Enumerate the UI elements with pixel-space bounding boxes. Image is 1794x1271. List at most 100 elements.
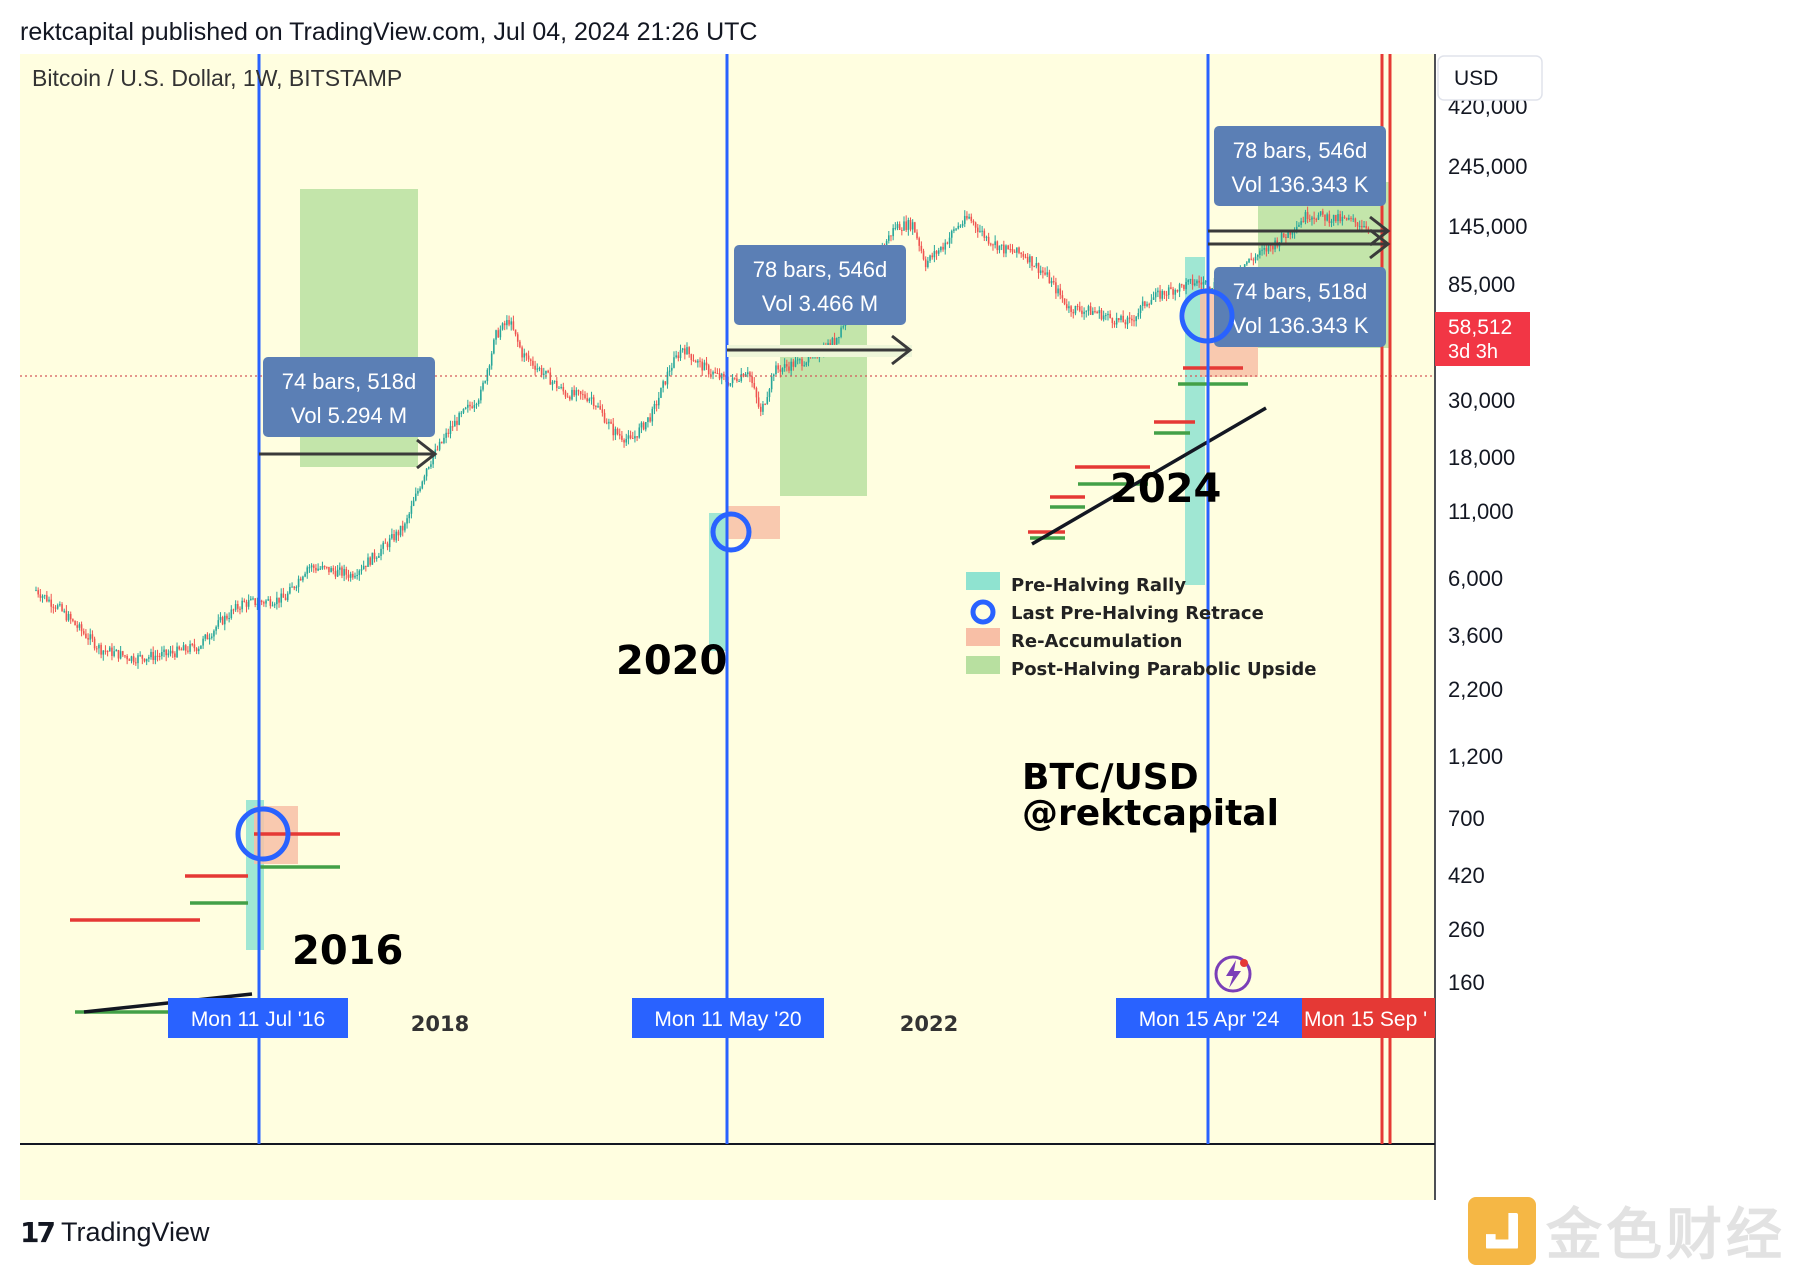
candle xyxy=(688,346,690,358)
candle xyxy=(1141,296,1144,311)
candle xyxy=(1016,247,1018,258)
candle-body xyxy=(1055,282,1057,294)
legend-label: Pre-Halving Rally xyxy=(1011,575,1186,596)
candle-body xyxy=(302,576,304,581)
candle-body xyxy=(334,570,337,577)
candle xyxy=(1107,310,1109,321)
projection-date: Mon 15 Sep ' xyxy=(1302,998,1435,1038)
candle-body xyxy=(54,607,57,609)
candle xyxy=(419,486,421,493)
candle-body xyxy=(284,597,287,601)
candle-body xyxy=(219,617,222,621)
tradingview-icon: 17 xyxy=(20,1216,56,1249)
candle xyxy=(369,556,371,567)
candle xyxy=(940,246,942,253)
candle-body xyxy=(156,655,159,657)
candle-body xyxy=(158,655,161,657)
candle xyxy=(269,596,272,609)
annotation-pair: BTC/USD xyxy=(1022,757,1199,798)
candle-body xyxy=(523,353,526,358)
candle xyxy=(547,369,549,374)
candle xyxy=(391,528,393,540)
candle xyxy=(740,367,743,383)
candle-body xyxy=(397,531,400,536)
candle-body xyxy=(345,569,348,575)
candle-body xyxy=(671,367,673,371)
candle xyxy=(189,640,191,655)
candle xyxy=(1161,289,1164,301)
candle xyxy=(777,363,779,374)
candle-body xyxy=(145,658,148,662)
candle xyxy=(755,386,758,404)
candle xyxy=(1109,310,1111,319)
candle-body xyxy=(542,373,545,375)
tradingview-logo[interactable]: 17 TradingView xyxy=(20,1216,210,1249)
text-layer: Bitcoin / U.S. Dollar, 1W, BITSTAMP 2016 2… xyxy=(32,65,1316,993)
candle xyxy=(254,598,256,608)
candle-body xyxy=(486,369,489,382)
candle-body xyxy=(651,408,654,422)
candle-body xyxy=(759,406,762,412)
candle xyxy=(458,411,460,426)
candle-body xyxy=(703,362,706,371)
candle-body xyxy=(1180,284,1183,286)
candle xyxy=(417,488,419,496)
candle xyxy=(556,377,558,392)
candle xyxy=(1094,306,1096,314)
candle-body xyxy=(573,389,575,396)
btc-chart[interactable]: 74 bars, 518d Vol 5.294 M 78 bars, 546d Vol… xyxy=(20,54,1778,1200)
candle xyxy=(911,219,914,235)
last-price-value: 58,512 xyxy=(1448,316,1512,339)
candle xyxy=(595,405,597,410)
candle xyxy=(1105,312,1107,321)
candle-body xyxy=(399,525,402,536)
candle xyxy=(1185,278,1187,295)
candle xyxy=(974,221,977,234)
candle xyxy=(52,603,55,614)
candle-body xyxy=(790,361,792,371)
last-price-bg xyxy=(1435,312,1530,366)
candle xyxy=(990,242,992,247)
candle-body xyxy=(480,389,482,401)
axis-labels: 160 260 420 700 1,200 2,200 3,600 6,000 11,000 18… xyxy=(168,55,1543,1038)
candle-body xyxy=(440,441,443,443)
price-axis[interactable] xyxy=(1435,54,1778,1144)
candle-body xyxy=(271,605,274,607)
candle-body xyxy=(328,566,330,573)
candle xyxy=(1354,217,1357,228)
candle-body xyxy=(436,449,439,451)
candle-body xyxy=(516,334,519,342)
candle xyxy=(93,636,96,651)
candle-body xyxy=(1165,294,1168,296)
y-tick-label: 6,000 xyxy=(1448,566,1503,591)
candle-body xyxy=(260,600,263,603)
candle xyxy=(558,386,560,389)
candle xyxy=(471,401,473,409)
candle xyxy=(178,645,181,651)
candle-body xyxy=(1157,290,1159,293)
candle xyxy=(100,642,102,659)
candle xyxy=(267,596,269,602)
candle xyxy=(271,601,274,607)
time-axis[interactable] xyxy=(20,1144,1435,1200)
chart-frame[interactable]: 74 bars, 518d Vol 5.294 M 78 bars, 546d Vol… xyxy=(20,54,1778,1200)
candle xyxy=(106,650,109,657)
chart-title: Bitcoin / U.S. Dollar, 1W, BITSTAMP xyxy=(32,65,402,91)
candle xyxy=(979,224,981,233)
candle-body xyxy=(974,222,977,228)
candle-body xyxy=(382,542,384,549)
candle xyxy=(966,211,968,221)
candle xyxy=(252,596,254,601)
candle xyxy=(890,235,892,242)
candle xyxy=(250,596,252,601)
candle xyxy=(560,383,562,390)
candle xyxy=(907,217,910,236)
candle xyxy=(981,225,983,237)
candle-body xyxy=(408,513,411,519)
candle xyxy=(1265,243,1268,257)
candle-body xyxy=(1065,304,1068,309)
candle-body xyxy=(106,651,109,653)
candle xyxy=(191,642,194,647)
candle-body xyxy=(723,374,725,377)
candle-body xyxy=(393,534,395,541)
